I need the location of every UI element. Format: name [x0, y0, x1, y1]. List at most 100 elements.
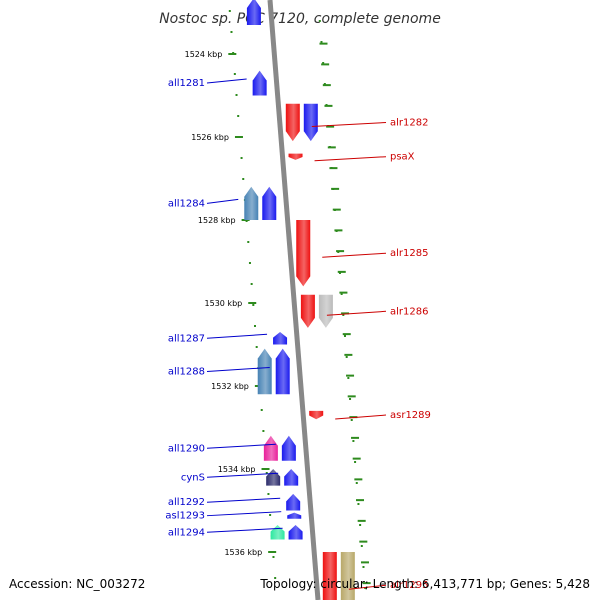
minor-tick — [322, 84, 331, 87]
gene-arrow[interactable] — [340, 552, 355, 600]
guide-dot — [354, 461, 357, 463]
guide-dot — [237, 115, 240, 117]
gene-arrow[interactable] — [300, 294, 315, 328]
gene-arrow[interactable] — [303, 103, 318, 142]
minor-tick — [341, 312, 350, 315]
minor-tick — [362, 582, 371, 585]
guide-dot — [262, 430, 265, 432]
guide-dot — [320, 41, 323, 43]
gene-label[interactable]: all1284 — [168, 198, 205, 209]
gene-label[interactable]: all1294 — [168, 527, 205, 538]
guide-dot — [340, 293, 343, 295]
gene-label[interactable]: all1288 — [168, 366, 205, 377]
gene-arrow[interactable] — [262, 186, 277, 220]
guide-dot — [318, 20, 321, 22]
guide-dot — [342, 314, 345, 316]
gene-label[interactable]: psaX — [390, 152, 415, 163]
kbp-tick — [268, 551, 277, 553]
minor-tick — [319, 42, 328, 45]
gene-arrow[interactable] — [273, 332, 288, 345]
guide-dot — [345, 356, 348, 358]
guide-dot — [265, 472, 268, 474]
minor-tick — [339, 291, 348, 294]
gene-label[interactable]: all1287 — [168, 333, 205, 344]
gene-leader-line — [206, 443, 276, 449]
gene-label[interactable]: alr1286 — [390, 306, 428, 317]
guide-dot — [235, 94, 238, 96]
gene-leader-line — [206, 366, 270, 372]
guide-dot — [260, 409, 263, 411]
guide-dot — [357, 503, 360, 505]
gene-leader-line — [335, 414, 387, 420]
minor-tick — [359, 540, 368, 543]
gene-arrow[interactable] — [285, 103, 300, 142]
gene-arrow[interactable] — [287, 512, 302, 519]
kbp-tick — [248, 302, 257, 304]
gene-label[interactable]: asr1289 — [390, 410, 431, 421]
gene-label[interactable]: all1290 — [168, 443, 205, 454]
gene-arrow[interactable] — [281, 435, 296, 461]
guide-dot — [274, 577, 277, 579]
gene-arrow[interactable] — [288, 525, 303, 540]
minor-tick — [351, 436, 360, 439]
gene-arrow[interactable] — [322, 552, 337, 600]
guide-dot — [355, 482, 358, 484]
guide-dot — [350, 419, 353, 421]
kbp-tick-label: 1536 kbp — [224, 548, 262, 557]
gene-leader-line — [206, 198, 239, 204]
gene-arrow[interactable] — [318, 294, 333, 328]
gene-arrow[interactable] — [296, 220, 311, 287]
minor-tick — [354, 478, 363, 481]
guide-dot — [242, 178, 245, 180]
gene-label[interactable]: cynS — [181, 472, 205, 483]
gene-arrow[interactable] — [266, 469, 281, 486]
gene-arrow[interactable] — [252, 70, 267, 96]
guide-dot — [248, 262, 251, 264]
minor-tick — [326, 125, 335, 128]
gene-label[interactable]: alr1285 — [390, 248, 428, 259]
gene-arrow[interactable] — [309, 410, 324, 420]
gene-arrow[interactable] — [288, 153, 303, 160]
gene-label[interactable]: all1281 — [168, 78, 205, 89]
gene-arrow[interactable] — [286, 493, 301, 511]
guide-dot — [254, 325, 256, 327]
gene-leader-line — [326, 310, 387, 316]
guide-dot — [267, 493, 270, 495]
guide-dot — [228, 10, 231, 12]
kbp-tick-label: 1524 kbp — [185, 50, 223, 59]
guide-dot — [247, 241, 250, 243]
gene-label[interactable]: alr1282 — [390, 117, 428, 128]
kbp-tick — [228, 53, 237, 55]
minor-tick — [332, 208, 341, 211]
accession-text: Accession: NC_003272 — [9, 577, 146, 591]
guide-dot — [252, 304, 255, 306]
gene-arrow[interactable] — [263, 435, 278, 461]
genome-backbone — [267, 0, 321, 600]
gene-arrow[interactable] — [246, 0, 261, 25]
minor-tick — [327, 146, 336, 149]
gene-label[interactable]: all1292 — [168, 497, 205, 508]
guide-dot — [233, 73, 236, 75]
gene-label[interactable]: asl1293 — [165, 511, 205, 522]
guide-dot — [347, 377, 350, 379]
kbp-tick-label: 1532 kbp — [211, 382, 249, 391]
kbp-tick-label: 1526 kbp — [191, 133, 229, 142]
guide-dot — [323, 83, 326, 85]
gene-arrow[interactable] — [244, 186, 259, 220]
guide-dot — [338, 272, 341, 274]
minor-tick — [324, 104, 333, 107]
gene-label[interactable]: alr1295 — [390, 580, 428, 591]
minor-tick — [337, 270, 346, 273]
guide-dot — [230, 31, 233, 33]
minor-tick — [334, 229, 343, 232]
kbp-tick-label: 1534 kbp — [218, 465, 256, 474]
genome-summary-text: Topology: circular; Length: 6,413,771 bp… — [260, 577, 590, 591]
gene-arrow[interactable] — [270, 525, 285, 540]
gene-leader-line — [206, 78, 247, 84]
gene-leader-line — [322, 252, 387, 258]
gene-arrow[interactable] — [257, 348, 272, 395]
gene-arrow[interactable] — [284, 469, 299, 486]
minor-tick — [344, 353, 353, 356]
gene-arrow[interactable] — [275, 348, 290, 395]
